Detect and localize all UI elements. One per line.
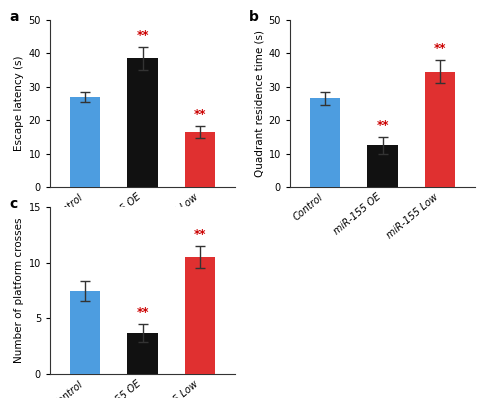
Bar: [186, 257, 216, 374]
Text: c: c: [10, 197, 18, 211]
Y-axis label: Quadrant residence time (s): Quadrant residence time (s): [254, 30, 264, 177]
Bar: [186, 132, 216, 187]
Bar: [426, 72, 456, 187]
Bar: [128, 333, 158, 374]
Text: **: **: [376, 119, 389, 132]
Bar: [70, 291, 100, 374]
Text: **: **: [194, 108, 206, 121]
Text: **: **: [136, 306, 149, 319]
Text: **: **: [136, 29, 149, 42]
Text: **: **: [434, 42, 446, 55]
Y-axis label: Escape latency (s): Escape latency (s): [14, 56, 24, 151]
Text: **: **: [194, 228, 206, 241]
Bar: [310, 98, 340, 187]
Text: a: a: [10, 10, 19, 24]
Y-axis label: Number of platform crosses: Number of platform crosses: [14, 218, 24, 363]
Bar: [128, 59, 158, 187]
Bar: [368, 145, 398, 187]
Bar: [70, 97, 100, 187]
Text: b: b: [250, 10, 259, 24]
